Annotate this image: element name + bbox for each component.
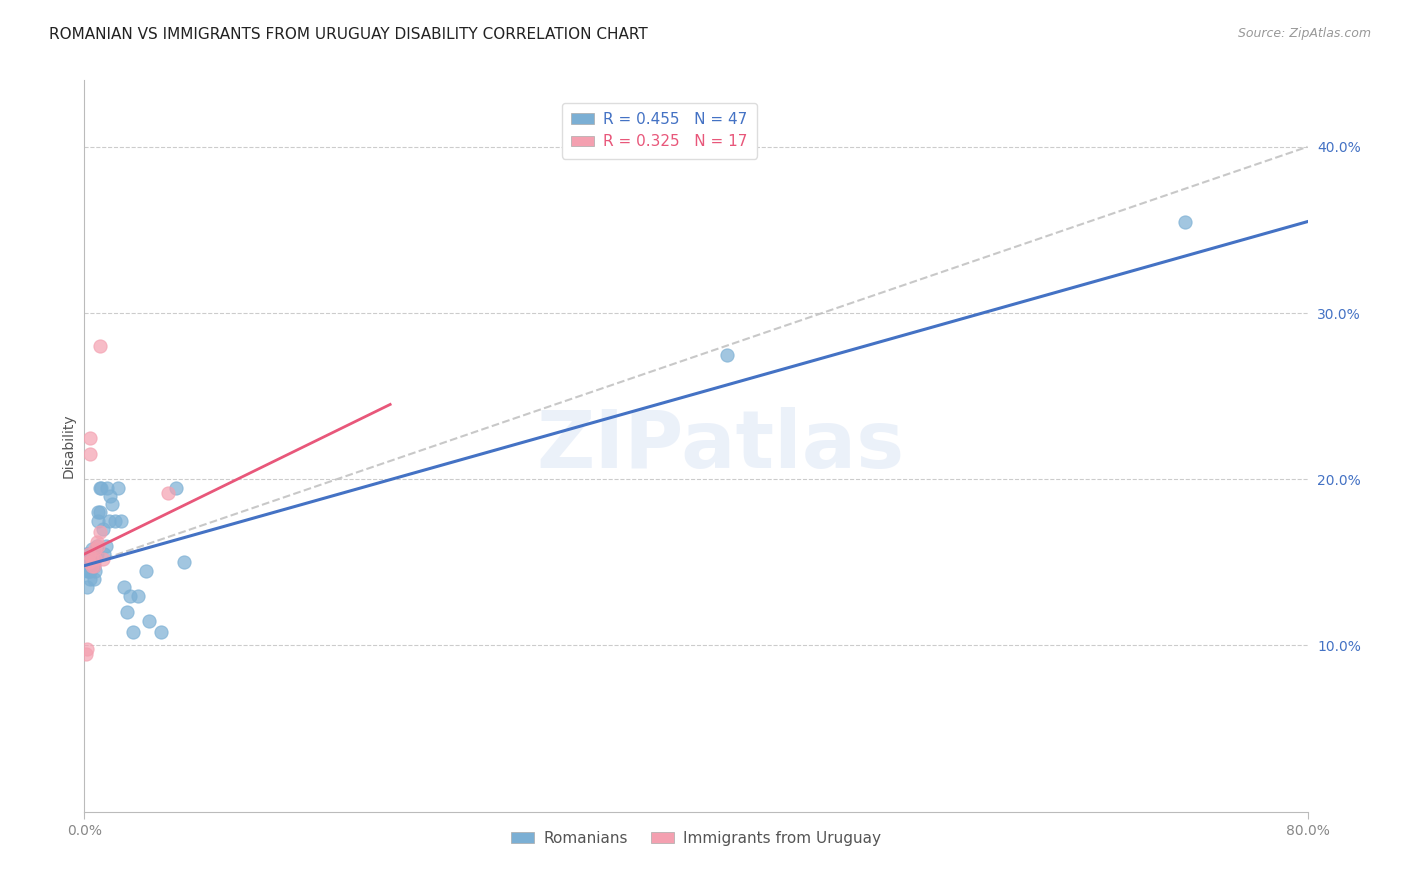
- Point: [110, 514, 132, 528]
- Point: [122, 625, 145, 640]
- Point: [127, 589, 149, 603]
- Legend: Romanians, Immigrants from Uruguay: Romanians, Immigrants from Uruguay: [505, 824, 887, 852]
- Point: [115, 605, 138, 619]
- Point: [1174, 214, 1197, 228]
- Point: [83, 547, 105, 561]
- Point: [76, 641, 98, 656]
- Point: [91, 552, 114, 566]
- Point: [77, 555, 100, 569]
- Point: [79, 431, 101, 445]
- Point: [89, 339, 111, 353]
- Point: [93, 547, 115, 561]
- Point: [173, 555, 195, 569]
- Point: [157, 485, 180, 500]
- Point: [77, 547, 100, 561]
- Point: [80, 558, 103, 573]
- Point: [79, 572, 101, 586]
- Point: [112, 580, 135, 594]
- Point: [165, 481, 187, 495]
- Point: [87, 539, 110, 553]
- Point: [138, 614, 160, 628]
- Point: [86, 535, 108, 549]
- Point: [87, 514, 110, 528]
- Point: [83, 558, 105, 573]
- Point: [77, 555, 100, 569]
- Point: [135, 564, 157, 578]
- Point: [79, 555, 101, 569]
- Point: [79, 447, 101, 461]
- Point: [77, 547, 100, 561]
- Point: [97, 514, 120, 528]
- Point: [716, 347, 738, 362]
- Point: [94, 539, 117, 553]
- Y-axis label: Disability: Disability: [62, 414, 76, 478]
- Point: [84, 550, 107, 565]
- Point: [89, 506, 111, 520]
- Point: [101, 497, 124, 511]
- Point: [75, 647, 97, 661]
- Text: ZIPatlas: ZIPatlas: [536, 407, 904, 485]
- Point: [80, 542, 103, 557]
- Point: [90, 481, 112, 495]
- Point: [83, 558, 105, 573]
- Point: [77, 564, 100, 578]
- Text: Source: ZipAtlas.com: Source: ZipAtlas.com: [1237, 27, 1371, 40]
- Text: ROMANIAN VS IMMIGRANTS FROM URUGUAY DISABILITY CORRELATION CHART: ROMANIAN VS IMMIGRANTS FROM URUGUAY DISA…: [49, 27, 648, 42]
- Point: [75, 547, 97, 561]
- Point: [89, 481, 111, 495]
- Point: [80, 552, 103, 566]
- Point: [120, 589, 142, 603]
- Point: [79, 564, 101, 578]
- Point: [80, 558, 103, 573]
- Point: [91, 522, 114, 536]
- Point: [98, 489, 121, 503]
- Point: [89, 525, 111, 540]
- Point: [76, 555, 98, 569]
- Point: [83, 572, 105, 586]
- Point: [84, 542, 107, 557]
- Point: [86, 539, 108, 553]
- Point: [80, 552, 103, 566]
- Point: [84, 564, 107, 578]
- Point: [76, 580, 98, 594]
- Point: [107, 481, 129, 495]
- Point: [149, 625, 172, 640]
- Point: [84, 552, 107, 566]
- Point: [87, 506, 110, 520]
- Point: [96, 481, 118, 495]
- Point: [86, 547, 108, 561]
- Point: [76, 564, 98, 578]
- Point: [104, 514, 127, 528]
